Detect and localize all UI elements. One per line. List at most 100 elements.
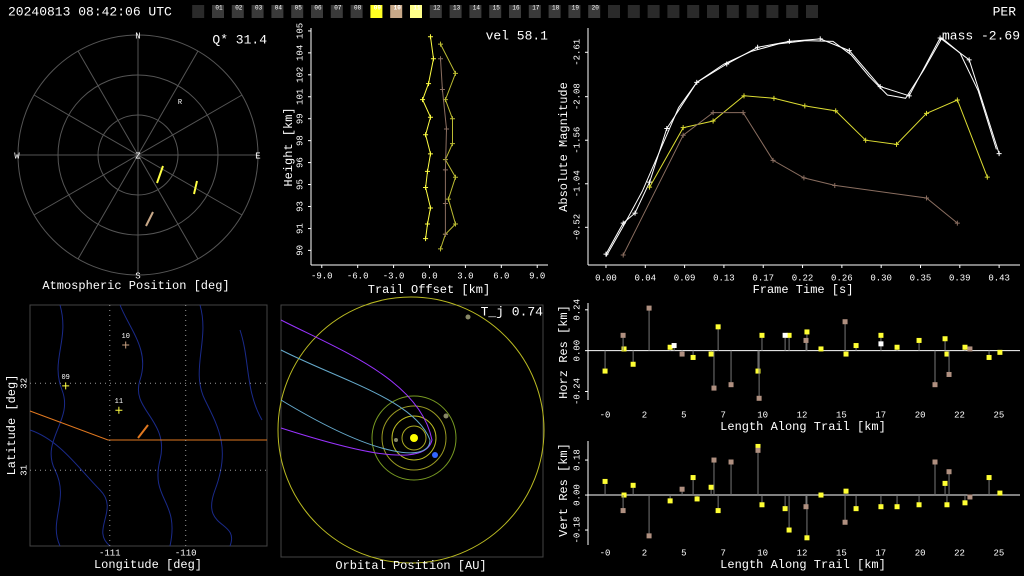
station-box (806, 5, 818, 18)
series-line (440, 58, 448, 235)
x-tick-label: 22 (954, 548, 965, 558)
station-box (707, 5, 719, 18)
meteor-ground-track (137, 424, 149, 439)
x-tick-label: 10 (757, 548, 768, 558)
y-tick-label: 101 (295, 89, 305, 105)
data-point (923, 195, 929, 201)
station-box (687, 5, 700, 18)
direction-s: S (135, 271, 140, 281)
data-point (877, 84, 883, 90)
data-point (954, 220, 960, 226)
station-label: 08 (354, 5, 362, 12)
y-tick-label: 0.24 (572, 299, 582, 321)
station-box (746, 5, 759, 18)
data-point (954, 97, 960, 103)
station-box (251, 5, 264, 18)
data-point (620, 220, 626, 226)
x-tick-label: -0 (600, 410, 611, 420)
residual-point (942, 336, 948, 342)
x-axis-label: Frame Time [s] (753, 283, 854, 297)
station-marker: R (178, 99, 183, 107)
residual-point (894, 504, 900, 510)
x-tick-label: 15 (836, 548, 847, 558)
zenith: Z (135, 151, 141, 161)
station-box (410, 5, 422, 18)
station-label: 09 (61, 374, 69, 382)
x-tick-label: 3.0 (457, 271, 473, 281)
data-point (442, 201, 448, 207)
annotation: mass -2.69 (942, 28, 1020, 43)
border (29, 410, 267, 441)
y-axis-label: Latitude [deg] (5, 375, 19, 476)
station-box (469, 5, 482, 18)
x-tick-label: -111 (99, 548, 121, 558)
station-label: 15 (493, 5, 501, 12)
residual-point (804, 535, 810, 541)
residual-point (708, 351, 714, 357)
station-label: 06 (314, 5, 322, 12)
station-box (528, 5, 541, 18)
y-tick-label: 91 (295, 223, 305, 234)
data-point (863, 137, 869, 143)
direction-n: N (135, 31, 140, 41)
y-tick-label: 95 (295, 179, 305, 190)
shower-code: PER (993, 4, 1017, 19)
residual-point (715, 508, 721, 514)
series-line (649, 95, 988, 188)
data-point (423, 184, 429, 190)
x-tick-label: 0.04 (634, 273, 656, 283)
residual-point (786, 332, 792, 338)
y-axis-label: Vert Res [km] (557, 443, 571, 537)
y-tick-label: 32 (19, 378, 29, 389)
residual-point (843, 351, 849, 357)
station-box (786, 5, 799, 18)
residual-point (944, 351, 950, 357)
residual-point (711, 457, 717, 463)
data-point (438, 56, 444, 62)
y-tick-label: -2.61 (572, 39, 582, 66)
residual-point (782, 506, 788, 512)
residual-point (756, 395, 762, 401)
station-box (271, 5, 284, 18)
data-point (771, 95, 777, 101)
residual-point (997, 349, 1003, 355)
data-point (452, 221, 458, 227)
residual-point (759, 502, 765, 508)
residual-point (690, 354, 696, 360)
station-box (568, 5, 581, 18)
direction-e: E (255, 151, 260, 161)
residual-point (630, 482, 636, 488)
station-box (548, 5, 561, 18)
data-point (937, 35, 943, 41)
y-tick-label: 0.00 (572, 340, 582, 362)
station-box (291, 5, 304, 18)
residual-point (942, 480, 948, 486)
data-point (452, 174, 458, 180)
y-tick-label: 0.00 (572, 484, 582, 506)
data-point (430, 56, 436, 62)
residual-point (621, 346, 627, 352)
residual-point (878, 341, 884, 347)
residual-point (946, 371, 952, 377)
x-tick-label: 20 (915, 548, 926, 558)
residual-point (620, 332, 626, 338)
station-box (667, 5, 680, 18)
orbit-title: Orbital Position [AU] (335, 559, 486, 573)
x-tick-label: 22 (954, 410, 965, 420)
residual-point (967, 346, 973, 352)
data-point (786, 38, 792, 44)
station-box (212, 5, 224, 18)
residual-point (755, 443, 761, 449)
residual-point (843, 488, 849, 494)
direction-w: W (14, 151, 20, 161)
station-box (350, 5, 363, 18)
residual-point (694, 496, 700, 502)
station-label: 09 (374, 5, 382, 12)
residual-point (878, 504, 884, 510)
data-point (449, 116, 455, 122)
data-point (438, 41, 444, 47)
data-point (445, 196, 451, 202)
x-axis-label: Trail Offset [km] (368, 283, 490, 297)
series-line (605, 37, 997, 257)
data-point (632, 210, 638, 216)
